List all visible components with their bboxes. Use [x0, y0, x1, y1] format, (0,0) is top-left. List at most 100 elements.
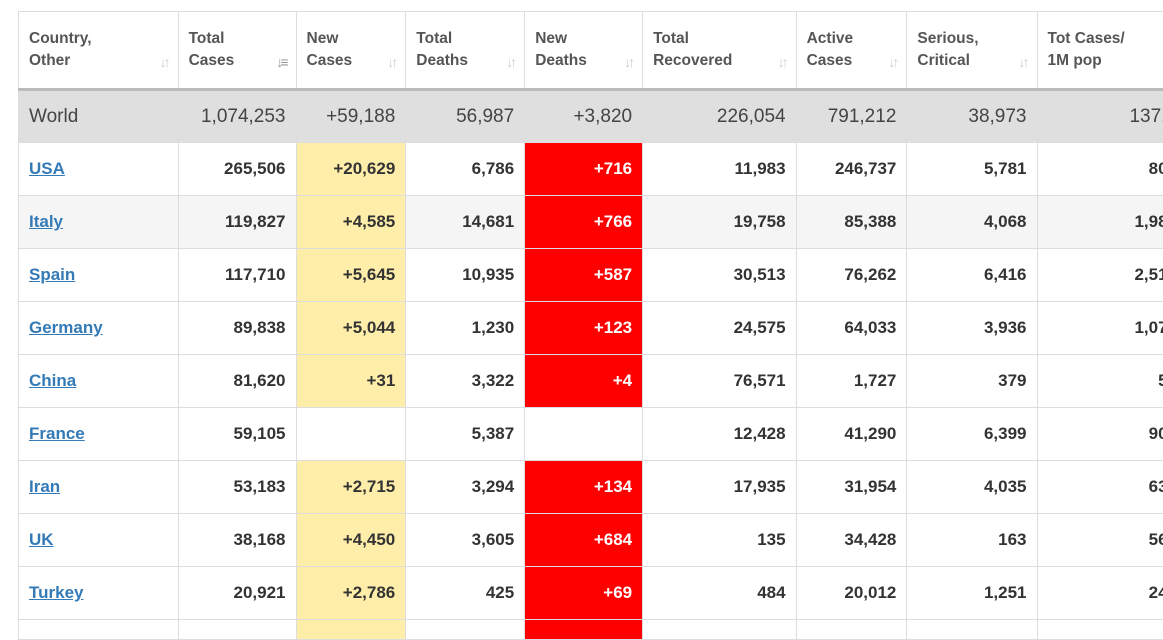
cell-active-cases: 34,428	[796, 514, 907, 567]
cell-total-cases: 53,183	[178, 461, 296, 514]
cell-new-deaths: +134	[525, 461, 643, 514]
header-line1: Tot Cases/	[1048, 30, 1125, 47]
country-link[interactable]: China	[29, 371, 76, 390]
country-link[interactable]: USA	[29, 159, 65, 178]
cell-cases-per-million: 57	[1037, 355, 1163, 408]
cell-country: China	[19, 355, 179, 408]
header-line2: Deaths	[416, 52, 468, 69]
header-line1: Total	[189, 30, 225, 47]
sort-icon[interactable]: ↓↑	[160, 51, 168, 73]
column-header-country[interactable]: Country,Other↓↑	[19, 12, 179, 90]
cell-serious-critical: 4,068	[907, 196, 1037, 249]
cell-serious-critical: 6,399	[907, 408, 1037, 461]
cell-cases-per-million: 2,518	[1037, 249, 1163, 302]
cell-country: Spain	[19, 249, 179, 302]
column-header-new-deaths[interactable]: New Deaths ↓↑	[525, 12, 643, 90]
cell-total-deaths: 3,322	[406, 355, 525, 408]
cell-total-recovered: 11,983	[643, 143, 796, 196]
cell-new-deaths: +766	[525, 196, 643, 249]
header-line1: Country,	[29, 30, 92, 47]
country-link[interactable]: UK	[29, 530, 54, 549]
cell-new-cases: +59,188	[296, 90, 406, 143]
column-header-cases-per-million[interactable]: Tot Cases/1M pop↓↑	[1037, 12, 1163, 90]
cell-total-cases: 117,710	[178, 249, 296, 302]
column-header-serious-critical[interactable]: Serious,Critical↓↑	[907, 12, 1037, 90]
cell-new-deaths: +3,820	[525, 90, 643, 143]
cell-new-deaths: +4	[525, 355, 643, 408]
sort-icon[interactable]: ↓↑	[888, 51, 896, 73]
cell-new-cases: +5,645	[296, 249, 406, 302]
cell-country: France	[19, 408, 179, 461]
cell-serious-critical: 5,781	[907, 143, 1037, 196]
cell-total-recovered: 19,758	[643, 196, 796, 249]
country-link[interactable]: Iran	[29, 477, 60, 496]
header-line1: New	[307, 30, 339, 47]
header-line1: New	[535, 30, 567, 47]
sort-icon[interactable]: ↓↑	[1019, 51, 1027, 73]
header-line2: Deaths	[535, 52, 587, 69]
cell-country: UK	[19, 514, 179, 567]
cell-new-deaths: +716	[525, 143, 643, 196]
country-link[interactable]: Turkey	[29, 583, 84, 602]
cell-total-recovered: 135	[643, 514, 796, 567]
cell-new-deaths: +684	[525, 514, 643, 567]
cell-total-cases: 265,506	[178, 143, 296, 196]
cell-empty	[525, 620, 643, 640]
cell-empty	[296, 620, 406, 640]
cell-active-cases: 1,727	[796, 355, 907, 408]
cell-total-deaths: 14,681	[406, 196, 525, 249]
cell-total-cases: 81,620	[178, 355, 296, 408]
cell-active-cases: 20,012	[796, 567, 907, 620]
cell-empty	[796, 620, 907, 640]
cell-active-cases: 85,388	[796, 196, 907, 249]
country-link[interactable]: Germany	[29, 318, 103, 337]
cell-empty	[178, 620, 296, 640]
cell-total-cases: 20,921	[178, 567, 296, 620]
country-link[interactable]: France	[29, 424, 85, 443]
header-line1: Serious,	[917, 30, 978, 47]
cell-cases-per-million: 802	[1037, 143, 1163, 196]
cell-cases-per-million: 905	[1037, 408, 1163, 461]
cell-total-deaths: 3,294	[406, 461, 525, 514]
country-link[interactable]: Spain	[29, 265, 75, 284]
cell-serious-critical: 3,936	[907, 302, 1037, 355]
cell-total-deaths: 6,786	[406, 143, 525, 196]
cell-cases-per-million: 248	[1037, 567, 1163, 620]
sort-icon[interactable]: ↓≡	[276, 51, 285, 73]
cell-new-deaths: +69	[525, 567, 643, 620]
cell-new-deaths: +123	[525, 302, 643, 355]
cell-new-cases	[296, 408, 406, 461]
cell-empty	[907, 620, 1037, 640]
cell-total-recovered: 76,571	[643, 355, 796, 408]
table-row-partial	[19, 620, 1163, 640]
cell-active-cases: 41,290	[796, 408, 907, 461]
country-link[interactable]: Italy	[29, 212, 63, 231]
cell-total-cases: 1,074,253	[178, 90, 296, 143]
cell-active-cases: 64,033	[796, 302, 907, 355]
header-line1: Active	[807, 30, 854, 47]
sort-icon[interactable]: ↓↑	[624, 51, 632, 73]
cell-country: Germany	[19, 302, 179, 355]
sort-icon[interactable]: ↓↑	[778, 51, 786, 73]
cell-serious-critical: 38,973	[907, 90, 1037, 143]
cell-total-cases: 119,827	[178, 196, 296, 249]
sort-icon[interactable]: ↓↑	[506, 51, 514, 73]
cell-cases-per-million: 1,982	[1037, 196, 1163, 249]
sort-icon[interactable]: ↓↑	[387, 51, 395, 73]
cell-total-recovered: 17,935	[643, 461, 796, 514]
cell-cases-per-million: 633	[1037, 461, 1163, 514]
cell-cases-per-million: 137.8	[1037, 90, 1163, 143]
